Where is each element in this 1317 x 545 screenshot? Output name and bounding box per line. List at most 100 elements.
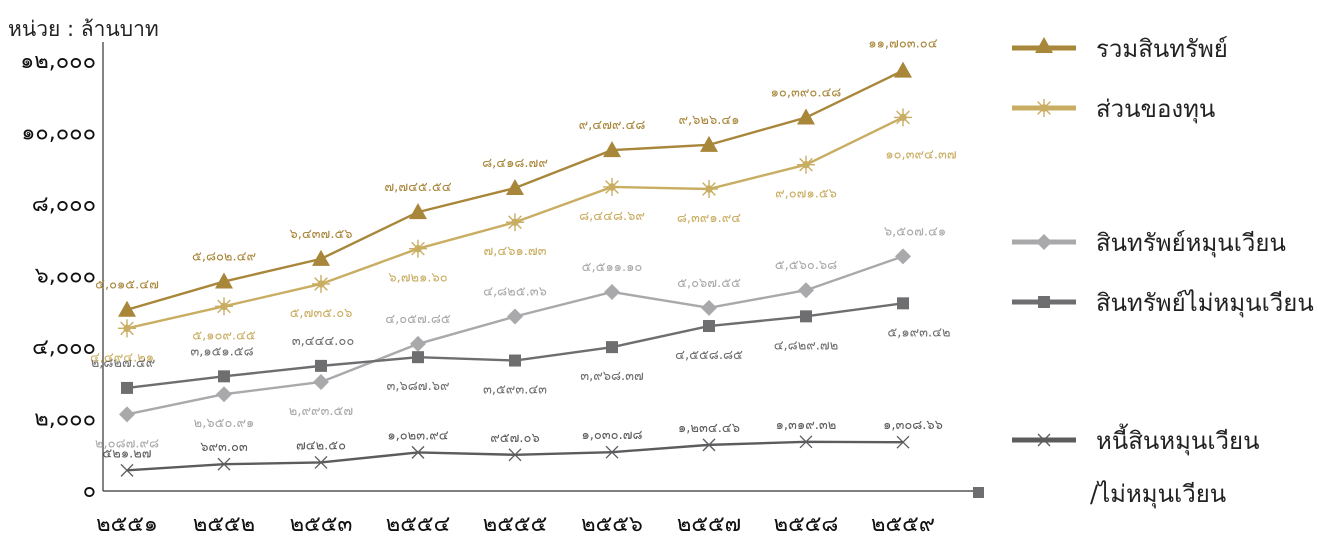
legend-label-current_assets: สินทรัพย์หมุนเวียน [1096, 229, 1286, 258]
series-liabilities: ๕๒๑.๒๗ ๖๙๓.๐๓ ๗๔๒.๕๐ ๑,๐๒๓.๙๔ ๙๕๗.๐๖ ๑,๐๓๐.๗๘… [102, 418, 943, 477]
data-point-total_assets [797, 108, 815, 125]
legend-label-noncurrent_assets: สินทรัพย์ไม่หมุนเวียน [1096, 289, 1314, 318]
data-point-total_assets [894, 61, 912, 78]
x-tick-label: ๒๕๕๗ [677, 512, 741, 537]
data-label-equity: ๙,๐๗๑.๕๖ [775, 187, 837, 202]
data-point-current_assets [798, 282, 814, 299]
data-point-noncurrent_assets [800, 310, 812, 323]
data-point-equity [894, 108, 912, 127]
data-label-total_assets: ๕,๘๐๒.๔๙ [192, 250, 256, 265]
data-label-current_assets: ๔,๐๕๗.๘๕ [385, 312, 451, 327]
legend-item-liabilities: หนี้สินหมุนเวียน/ไม่หมุนเวียน [1012, 423, 1259, 509]
data-point-liabilities [799, 435, 813, 449]
data-point-noncurrent_assets [606, 341, 618, 354]
data-point-total_assets [215, 272, 233, 289]
data-point-total_assets [312, 249, 330, 266]
data-label-noncurrent_assets: ๓,๙๖๘.๓๗ [580, 369, 644, 384]
data-point-equity [312, 274, 330, 293]
data-label-noncurrent_assets: ๓,๕๙๓.๔๓ [483, 383, 547, 398]
data-point-liabilities [314, 455, 328, 469]
data-label-noncurrent_assets: ๓,๔๔๔.๐๐ [292, 334, 355, 349]
data-point-equity [409, 239, 427, 258]
data-point-total_assets [118, 300, 136, 317]
data-point-noncurrent_assets [121, 381, 133, 394]
data-label-equity: ๘,๓๙๑.๙๔ [677, 211, 741, 226]
data-label-current_assets: ๕,๕๖๐.๖๘ [775, 258, 837, 273]
data-point-equity [603, 177, 621, 196]
data-point-equity [215, 297, 233, 316]
data-label-total_assets: ๕,๐๑๕.๔๗ [95, 278, 159, 293]
data-point-liabilities [217, 457, 231, 471]
y-tick-label: ๑๐,๐๐๐ [21, 121, 96, 146]
data-label-liabilities: ๖๙๓.๐๓ [200, 440, 248, 455]
legend-item-equity: ส่วนของทุน [1012, 95, 1215, 124]
data-label-liabilities: ๑,๓๑๙.๓๒ [776, 418, 837, 433]
x-tick-label: ๒๕๕๙ [871, 512, 935, 537]
legend-marker-total_assets [1035, 37, 1053, 53]
data-label-noncurrent_assets: ๓,๖๘๗.๖๙ [387, 379, 450, 394]
data-point-total_assets [409, 203, 427, 220]
data-point-noncurrent_assets [703, 320, 715, 333]
data-point-noncurrent_assets [412, 351, 424, 364]
y-tick-label: ๒,๐๐๐ [34, 407, 96, 432]
data-label-total_assets: ๙,๖๒๖.๔๑ [679, 113, 740, 128]
series-equity: ๔,๔๙๔.๒๑ ๕,๑๐๙.๔๕ ๕,๗๓๕.๐๖ ๖,๗๒๑.๖๐ ๗,๔๖๑.๗๓… [90, 108, 957, 365]
data-point-current_assets [701, 299, 717, 316]
legend-label-equity: ส่วนของทุน [1096, 95, 1215, 124]
data-point-current_assets [119, 406, 135, 423]
data-label-current_assets: ๔,๘๒๕.๓๖ [483, 284, 547, 299]
x-tick-label: ๒๕๕๕ [483, 512, 547, 537]
data-label-noncurrent_assets: ๔,๕๕๘.๘๕ [675, 348, 743, 363]
y-tick-label: ๖,๐๐๐ [35, 264, 96, 289]
data-label-current_assets: ๕,๐๖๗.๕๕ [677, 276, 741, 291]
x-tick-label: ๒๕๕๑ [96, 512, 158, 537]
data-point-liabilities [605, 445, 619, 459]
data-label-total_assets: ๘,๔๑๘.๗๙ [482, 156, 548, 171]
series-layer: ๕,๐๑๕.๔๗ ๕,๘๐๒.๔๙ ๖,๔๓๗.๕๖ ๗,๗๔๕.๕๔ ๘,๔๑๘.๗๙… [90, 37, 957, 477]
data-label-liabilities: ๑,๒๓๔.๔๖ [678, 421, 740, 436]
data-label-equity: ๑๐,๓๙๔.๓๗ [885, 147, 956, 162]
legend-label-line2-liabilities: /ไม่หมุนเวียน [1090, 480, 1226, 509]
data-label-liabilities: ๑,๐๒๓.๙๔ [387, 428, 448, 443]
data-label-equity: ๕,๗๓๕.๐๖ [290, 306, 353, 321]
data-label-total_assets: ๖,๔๓๗.๕๖ [289, 227, 352, 242]
legend-marker-current_assets [1036, 234, 1052, 250]
y-tick-label: ๑๒,๐๐๐ [20, 49, 96, 74]
data-label-total_assets: ๑๐,๓๙๐.๔๘ [771, 86, 842, 101]
x-tick-label: ๒๕๕๒ [193, 512, 255, 537]
data-point-equity [506, 213, 524, 232]
legend-item-total_assets: รวมสินทรัพย์ [1012, 35, 1228, 63]
data-point-total_assets [603, 141, 621, 158]
data-point-total_assets [700, 135, 718, 152]
legend-marker-equity [1035, 99, 1053, 117]
data-label-equity: ๗,๔๖๑.๗๓ [483, 244, 546, 259]
data-point-current_assets [895, 248, 911, 265]
data-label-liabilities: ๙๕๗.๐๖ [490, 431, 539, 446]
data-label-total_assets: ๗,๗๔๕.๕๔ [384, 180, 451, 195]
data-label-liabilities: ๕๒๑.๒๗ [102, 446, 151, 461]
data-point-current_assets [604, 283, 620, 300]
legend-item-current_assets: สินทรัพย์หมุนเวียน [1012, 229, 1286, 258]
data-point-current_assets [313, 373, 329, 390]
data-label-total_assets: ๙,๔๗๙.๔๘ [579, 118, 646, 133]
legend-marker-noncurrent_assets [1038, 296, 1050, 308]
data-label-current_assets: ๕,๕๑๑.๑๐ [582, 260, 643, 275]
data-label-noncurrent_assets: ๒,๘๒๗.๔๙ [91, 356, 156, 371]
data-point-noncurrent_assets [218, 370, 230, 383]
data-label-liabilities: ๑,๐๓๐.๗๘ [581, 428, 642, 443]
y-tick-label: ๐ [83, 478, 96, 503]
data-point-current_assets [410, 335, 426, 352]
data-point-liabilities [120, 463, 134, 477]
y-tick-label: ๔,๐๐๐ [32, 335, 96, 360]
data-label-total_assets: ๑๑,๗๐๓.๐๔ [868, 37, 937, 52]
x-tick-label: ๒๕๕๓ [290, 512, 353, 537]
x-tick-label: ๒๕๕๔ [386, 512, 450, 537]
data-point-noncurrent_assets [509, 354, 521, 367]
data-point-equity [797, 155, 815, 174]
data-point-total_assets [506, 179, 524, 196]
series-current_assets: ๒,๐๘๗.๙๘ ๒,๖๕๐.๙๑ ๒,๙๙๓.๕๗ ๔,๐๕๗.๘๕ ๔,๘๒๕.๓๖… [95, 224, 946, 451]
unit-label: หน่วย : ล้านบาท [8, 17, 159, 41]
data-label-equity: ๖,๗๒๑.๖๐ [388, 271, 447, 286]
